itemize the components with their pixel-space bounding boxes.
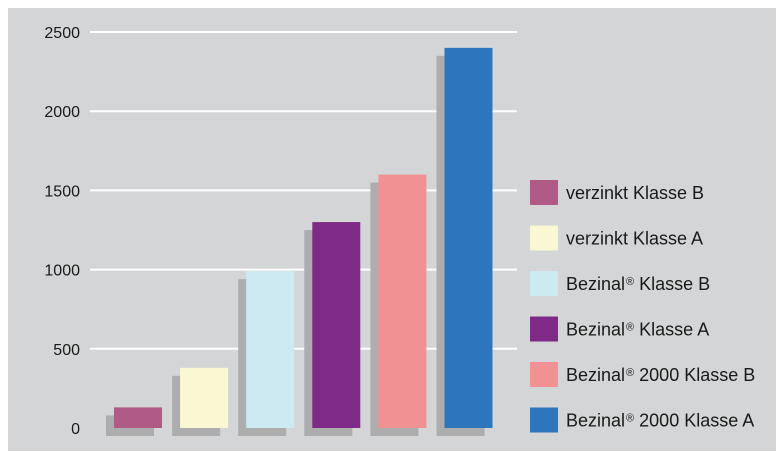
legend-label-main: Bezinal — [566, 274, 625, 294]
bar-base-shadow-1 — [106, 428, 154, 436]
legend-label-reg: ® — [626, 367, 634, 379]
legend-item-5: Bezinal® 2000 Klasse B — [530, 362, 755, 387]
bar-base-shadow-2 — [172, 428, 221, 436]
legend-label-rest: Klasse A — [634, 320, 709, 340]
y-tick-label-2500: 2500 — [44, 25, 80, 42]
legend-swatch-6 — [530, 407, 558, 433]
y-axis-ticks: 0 500 1000 1500 2000 2500 — [44, 25, 80, 438]
legend-label-main: Bezinal — [566, 365, 625, 385]
y-tick-label-500: 500 — [53, 342, 80, 359]
legend-label-rest: Klasse B — [634, 274, 710, 294]
legend-label-5: Bezinal® 2000 Klasse B — [566, 365, 755, 385]
bar-4 — [312, 222, 361, 428]
bar-6 — [444, 47, 493, 429]
y-tick-label-2000: 2000 — [44, 104, 80, 121]
legend-swatch-1 — [530, 180, 558, 205]
legend-swatch-5 — [530, 362, 558, 387]
y-tick-label-0: 0 — [71, 421, 80, 438]
legend-label-main: verzinkt Klasse B — [566, 183, 704, 203]
bar-base-shadow-3 — [238, 428, 287, 436]
legend-label-3: Bezinal® Klasse B — [566, 274, 710, 294]
legend-label-rest: 2000 Klasse A — [634, 411, 754, 431]
legend-item-1: verzinkt Klasse B — [530, 180, 704, 205]
legend-label-1: verzinkt Klasse B — [566, 183, 704, 203]
legend: verzinkt Klasse B verzinkt Klasse A Bezina… — [530, 180, 755, 433]
legend-label-reg: ® — [626, 322, 634, 334]
legend-label-rest: 2000 Klasse B — [634, 365, 755, 385]
bar-base-shadow-6 — [436, 428, 485, 436]
bar-base-shadow-4 — [304, 428, 353, 436]
legend-item-4: Bezinal® Klasse A — [530, 316, 709, 342]
legend-swatch-3 — [530, 271, 558, 296]
bars — [106, 47, 493, 436]
legend-label-main: Bezinal — [566, 411, 625, 431]
bar-3 — [246, 271, 295, 428]
legend-label-6: Bezinal® 2000 Klasse A — [566, 411, 754, 431]
legend-label-reg: ® — [626, 413, 634, 425]
legend-label-2: verzinkt Klasse A — [566, 229, 703, 249]
legend-label-main: Bezinal — [566, 320, 625, 340]
legend-label-reg: ® — [626, 276, 634, 288]
bar-5 — [378, 174, 427, 428]
bar-2 — [180, 367, 229, 428]
legend-label-main: verzinkt Klasse A — [566, 229, 703, 249]
bar-1 — [114, 407, 162, 428]
legend-item-2: verzinkt Klasse A — [530, 225, 703, 251]
bar-base-shadow-5 — [370, 428, 419, 436]
legend-swatch-2 — [530, 225, 558, 251]
y-tick-label-1000: 1000 — [44, 263, 80, 280]
legend-swatch-4 — [530, 316, 558, 342]
legend-label-4: Bezinal® Klasse A — [566, 320, 709, 340]
y-tick-label-1500: 1500 — [44, 183, 80, 200]
legend-item-6: Bezinal® 2000 Klasse A — [530, 407, 754, 433]
legend-item-3: Bezinal® Klasse B — [530, 271, 710, 296]
